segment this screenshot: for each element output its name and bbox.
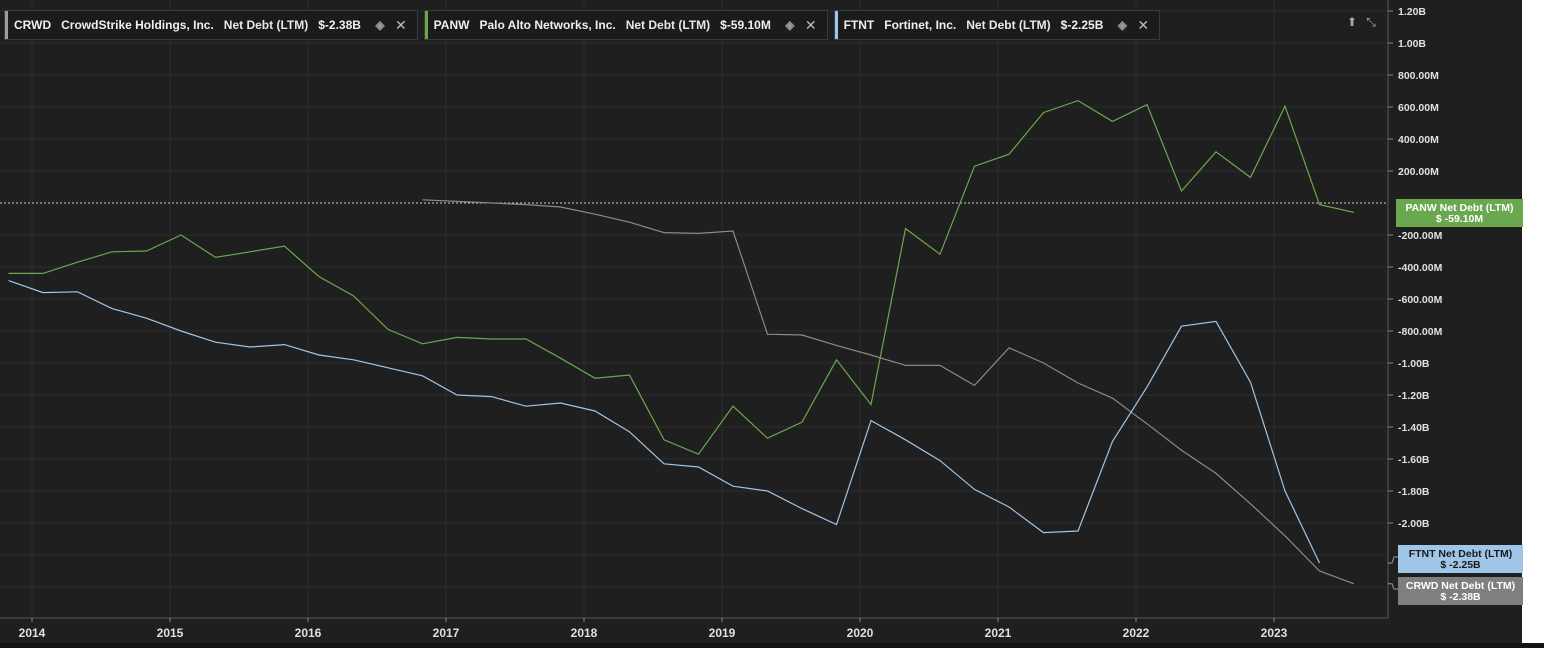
x-tick-label: 2021 xyxy=(985,626,1012,640)
bottom-edge-strip xyxy=(0,643,1544,648)
y-tick-label: 1.20B xyxy=(1398,6,1426,18)
legend-value: $-2.38B xyxy=(318,18,361,32)
legend-item-crwd[interactable]: CRWD CrowdStrike Holdings, Inc. Net Debt… xyxy=(4,10,418,40)
y-tick-label: -400.00M xyxy=(1398,262,1443,274)
legend-metric: Net Debt (LTM) xyxy=(223,18,309,32)
tag-line1: CRWD Net Debt (LTM) xyxy=(1405,580,1516,592)
tag-line1: FTNT Net Debt (LTM) xyxy=(1408,548,1513,560)
layers-icon[interactable]: ◈ xyxy=(785,18,795,32)
legend-swatch xyxy=(5,11,8,39)
y-tick-label: -800.00M xyxy=(1398,326,1443,338)
series-line-crwd xyxy=(422,199,1355,585)
tag-line2: $ -59.10M xyxy=(1435,213,1484,225)
tag-line2: $ -2.25B xyxy=(1440,559,1481,571)
y-tick-label: -1.80B xyxy=(1398,486,1430,498)
y-tick-label: -1.60B xyxy=(1398,454,1430,466)
legend-metric: Net Debt (LTM) xyxy=(966,18,1051,32)
close-icon[interactable]: ✕ xyxy=(394,16,407,33)
y-tick-label: -1.00B xyxy=(1398,358,1430,370)
collapse-icon[interactable]: ⤡ xyxy=(1366,14,1376,29)
layers-icon[interactable]: ◈ xyxy=(375,18,385,32)
ftnt-value-tag: FTNT Net Debt (LTM) $ -2.25B xyxy=(1398,545,1523,573)
series-line-panw xyxy=(8,99,1355,455)
series-line-ftnt xyxy=(8,280,1321,564)
y-tick-label: -1.40B xyxy=(1398,422,1430,434)
x-tick-label: 2016 xyxy=(295,626,322,640)
right-edge-strip xyxy=(1522,0,1544,648)
y-tick-label: -200.00M xyxy=(1398,230,1443,242)
x-tick-label: 2014 xyxy=(19,626,46,640)
tag-line2: $ -2.38B xyxy=(1440,591,1481,603)
y-tick-label: 800.00M xyxy=(1398,70,1439,82)
y-tick-label: -2.00B xyxy=(1398,518,1430,530)
close-icon[interactable]: ✕ xyxy=(1137,16,1150,33)
x-tick-label: 2018 xyxy=(571,626,598,640)
x-tick-label: 2015 xyxy=(157,626,184,640)
y-tick-label: 1.00B xyxy=(1398,38,1426,50)
y-tick-label: -1.20B xyxy=(1398,390,1430,402)
legend-ticker: CRWD xyxy=(14,18,52,32)
close-icon[interactable]: ✕ xyxy=(804,16,817,33)
legend-item-panw[interactable]: PANW Palo Alto Networks, Inc. Net Debt (… xyxy=(423,10,828,40)
legend-bar: CRWD CrowdStrike Holdings, Inc. Net Debt… xyxy=(4,10,1161,40)
chart-area[interactable]: 1.20B 1.00B 800.00M 600.00M 400.00M 200.00M -2… xyxy=(0,0,1443,640)
tag-line1: PANW Net Debt (LTM) xyxy=(1405,202,1514,214)
legend-value: $-2.25B xyxy=(1060,18,1104,32)
y-tick-label: -600.00M xyxy=(1398,294,1443,306)
legend-item-ftnt[interactable]: FTNT Fortinet, Inc. Net Debt (LTM) $-2.2… xyxy=(833,10,1161,40)
y-tick-label: 400.00M xyxy=(1398,134,1439,146)
legend-ticker: FTNT xyxy=(843,18,875,32)
y-tick-label: 200.00M xyxy=(1398,166,1439,178)
legend-company: CrowdStrike Holdings, Inc. xyxy=(61,18,214,32)
legend-value: $-59.10M xyxy=(720,18,771,32)
crwd-value-tag: CRWD Net Debt (LTM) $ -2.38B xyxy=(1398,577,1523,605)
panw-value-tag: PANW Net Debt (LTM) $ -59.10M xyxy=(1396,199,1523,227)
layers-icon[interactable]: ◈ xyxy=(1117,18,1127,32)
x-tick-label: 2022 xyxy=(1123,626,1150,640)
legend-company: Fortinet, Inc. xyxy=(884,18,957,32)
legend-ticker: PANW xyxy=(433,18,470,32)
x-tick-label: 2023 xyxy=(1261,626,1288,640)
ftnt-tag-leader xyxy=(1388,556,1398,564)
y-tick-label: 600.00M xyxy=(1398,102,1439,114)
x-tick-label: 2020 xyxy=(847,626,874,640)
x-tick-label: 2019 xyxy=(709,626,736,640)
legend-metric: Net Debt (LTM) xyxy=(625,18,711,32)
chart-tools: ⬆ ⤡ xyxy=(1345,14,1378,30)
legend-swatch xyxy=(424,11,428,39)
legend-company: Palo Alto Networks, Inc. xyxy=(479,18,616,32)
export-icon[interactable]: ⬆ xyxy=(1346,15,1358,29)
crwd-tag-leader xyxy=(1388,583,1398,590)
x-tick-label: 2017 xyxy=(433,626,460,640)
legend-swatch xyxy=(834,11,838,39)
